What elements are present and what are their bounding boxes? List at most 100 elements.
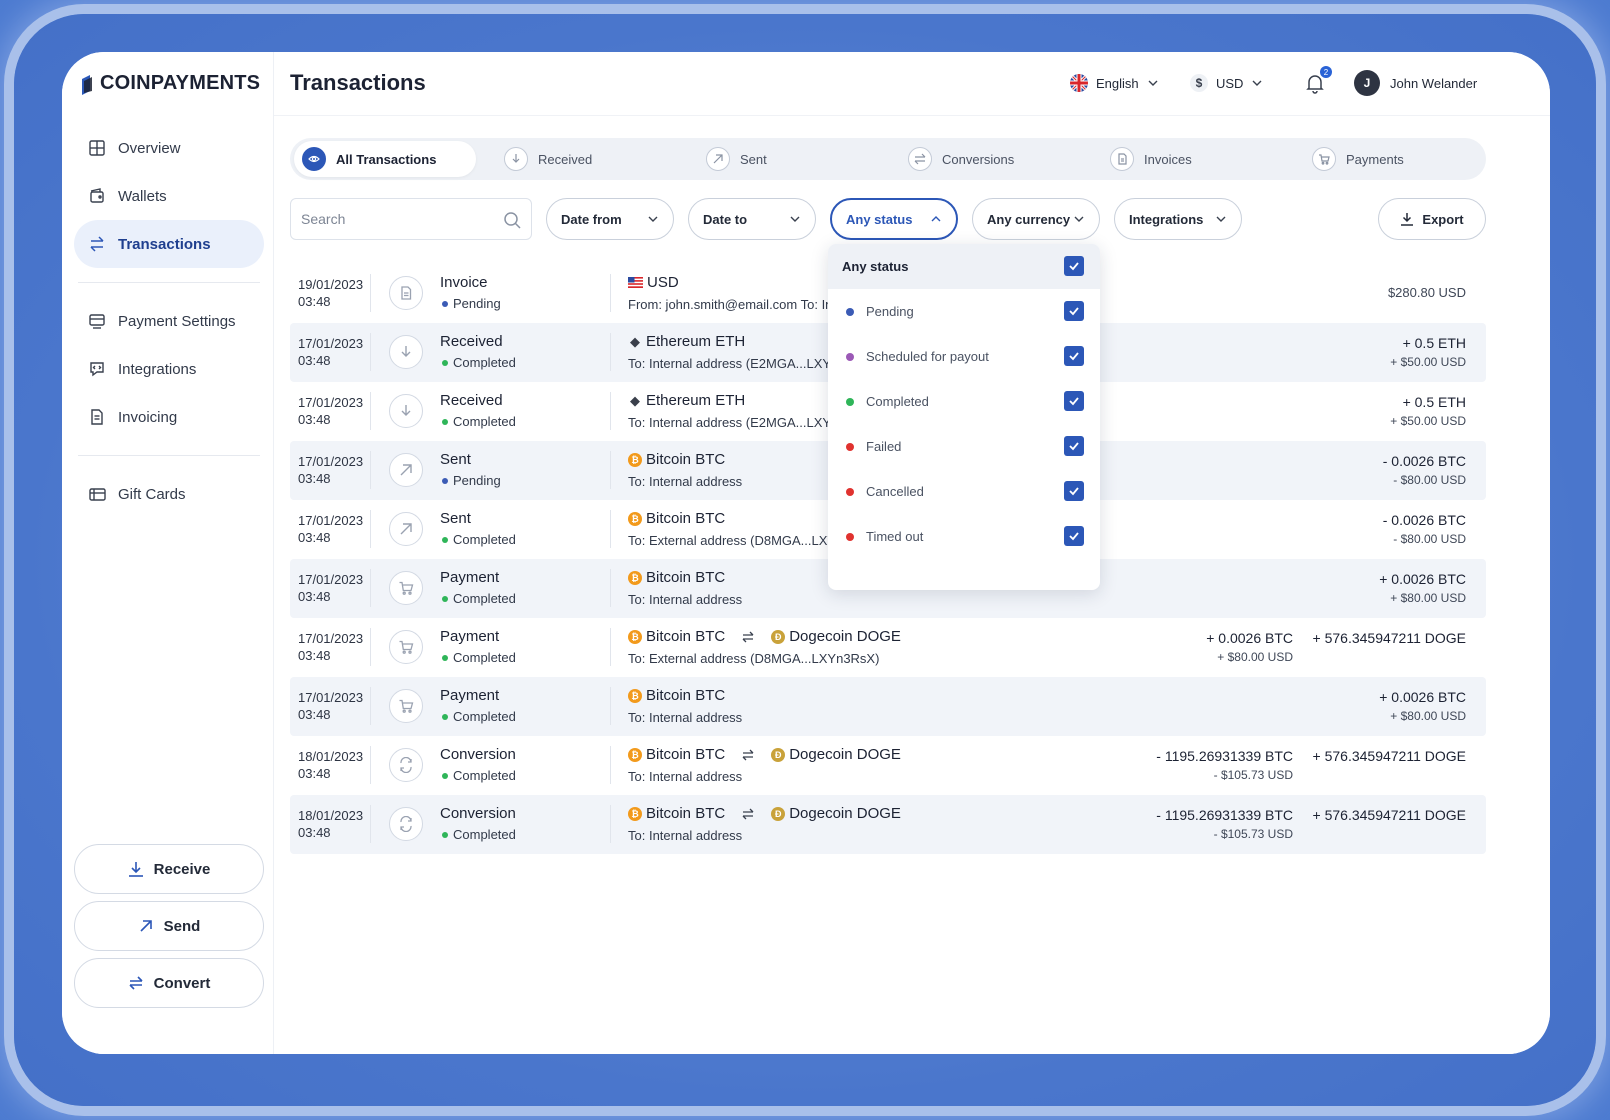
transaction-amount: + 0.5 ETH <box>1402 394 1466 410</box>
transaction-datetime: 17/01/2023 03:48 <box>298 394 363 428</box>
tab-sent[interactable]: Sent <box>698 141 775 177</box>
sidebar-item-label: Payment Settings <box>118 312 236 330</box>
transaction-currency: ₿ Bitcoin BTC Ð Dogecoin DOGE <box>628 628 901 645</box>
send-icon <box>389 453 423 487</box>
eye-icon <box>302 147 326 171</box>
status-dot <box>442 654 448 661</box>
cart-icon <box>389 571 423 605</box>
export-button[interactable]: Export <box>1378 198 1486 240</box>
checkbox-checked[interactable] <box>1064 256 1084 276</box>
sidebar-item-integrations[interactable]: Integrations <box>74 345 264 393</box>
dropdown-option-completed[interactable]: Completed <box>828 379 1100 424</box>
transaction-type: Conversion <box>440 805 516 822</box>
checkbox-checked[interactable] <box>1064 301 1084 321</box>
tab-label: Sent <box>740 151 767 167</box>
tab-conversions[interactable]: Conversions <box>900 141 1022 177</box>
status-badge: Pending <box>442 473 501 488</box>
from-currency-label: Bitcoin BTC <box>646 510 726 527</box>
bell-icon[interactable] <box>1304 72 1326 94</box>
dropdown-option-failed[interactable]: Failed <box>828 424 1100 469</box>
status-dot <box>846 532 854 541</box>
convert-button[interactable]: Convert <box>74 958 264 1008</box>
transaction-type: Payment <box>440 628 500 645</box>
tab-all-transactions[interactable]: All Transactions <box>294 141 476 177</box>
table-row[interactable]: 19/01/2023 03:48 Invoice Pending USD From: jo… <box>290 264 1486 323</box>
brand-logo[interactable]: COINPAYMENTS <box>80 72 260 95</box>
main-content: Transactions English $ USD 2 J <box>274 52 1550 1054</box>
table-row[interactable]: 18/01/2023 03:48 Conversion Completed ₿ Bitco… <box>290 736 1486 795</box>
dropdown-option-pending[interactable]: Pending <box>828 289 1100 334</box>
status-label: Completed <box>453 650 516 665</box>
receive-button[interactable]: Receive <box>74 844 264 894</box>
avatar[interactable]: J <box>1354 70 1380 96</box>
sidebar-item-transactions[interactable]: Transactions <box>74 220 264 268</box>
convert-icon <box>129 976 143 990</box>
checkbox-checked[interactable] <box>1064 481 1084 501</box>
transaction-datetime: 17/01/2023 03:48 <box>298 512 363 546</box>
checkbox-checked[interactable] <box>1064 346 1084 366</box>
table-row[interactable]: 17/01/2023 03:48 Received Completed ◆ Ethereu… <box>290 382 1486 441</box>
checkbox-checked[interactable] <box>1064 436 1084 456</box>
transaction-detail: To: Internal address <box>628 710 743 725</box>
transaction-amount: - 0.0026 BTC <box>1382 453 1466 469</box>
to-currency-label: Dogecoin DOGE <box>789 628 901 645</box>
sidebar-item-gift-cards[interactable]: Gift Cards <box>74 470 264 518</box>
bitcoin-icon: ₿ <box>628 570 642 585</box>
tab-invoices[interactable]: Invoices <box>1102 141 1200 177</box>
dropdown-option-scheduled-for-payout[interactable]: Scheduled for payout <box>828 334 1100 379</box>
status-filter[interactable]: Any status <box>830 198 958 240</box>
currency-filter[interactable]: Any currency <box>972 198 1100 240</box>
date-from-filter[interactable]: Date from <box>546 198 674 240</box>
check-icon <box>1069 442 1079 451</box>
send-icon <box>389 512 423 546</box>
column-divider <box>370 687 371 725</box>
bitcoin-icon: ₿ <box>628 806 642 821</box>
status-badge: Completed <box>442 709 516 724</box>
table-row[interactable]: 17/01/2023 03:48 Payment Completed ₿ Bitcoin … <box>290 618 1486 677</box>
sidebar-item-payment-settings[interactable]: Payment Settings <box>74 297 264 345</box>
sidebar-item-invoicing[interactable]: Invoicing <box>74 393 264 441</box>
transaction-detail: To: Internal address (E2MGA...LXYn3R <box>628 415 855 430</box>
dropdown-option-timed-out[interactable]: Timed out <box>828 514 1100 559</box>
language-label: English <box>1096 75 1139 91</box>
column-divider <box>370 274 371 312</box>
tab-payments[interactable]: Payments <box>1304 141 1412 177</box>
sidebar-item-label: Integrations <box>118 360 197 378</box>
table-row[interactable]: 17/01/2023 03:48 Payment Completed ₿ Bitcoin … <box>290 677 1486 736</box>
coinpayments-logo-icon <box>82 74 92 95</box>
dropdown-option-cancelled[interactable]: Cancelled <box>828 469 1100 514</box>
sidebar-item-wallets[interactable]: Wallets <box>74 172 264 220</box>
dropdown-option-any-status[interactable]: Any status <box>828 244 1100 289</box>
dropdown-option-label: Timed out <box>866 529 924 544</box>
cart-icon <box>389 689 423 723</box>
table-row[interactable]: 17/01/2023 03:48 Sent Completed ₿ Bitcoin BTC… <box>290 500 1486 559</box>
language-selector[interactable]: English <box>1070 74 1159 92</box>
checkbox-checked[interactable] <box>1064 526 1084 546</box>
dropdown-option-label: Any status <box>842 259 909 274</box>
status-label: Completed <box>453 768 516 783</box>
user-name[interactable]: John Welander <box>1390 76 1478 91</box>
cart-icon <box>1312 147 1336 171</box>
search-input[interactable]: Search <box>290 198 532 240</box>
table-row[interactable]: 18/01/2023 03:48 Conversion Completed ₿ Bitco… <box>290 795 1486 854</box>
send-button[interactable]: Send <box>74 901 264 951</box>
bitcoin-icon: ₿ <box>628 688 642 703</box>
checkbox-checked[interactable] <box>1064 391 1084 411</box>
settings-card-icon <box>89 314 105 329</box>
status-filter-label: Any status <box>846 211 913 227</box>
grid-icon <box>89 140 105 156</box>
tab-received[interactable]: Received <box>496 141 600 177</box>
integrations-filter[interactable]: Integrations <box>1114 198 1242 240</box>
column-divider <box>610 805 611 843</box>
column-divider <box>610 628 611 666</box>
date-to-filter[interactable]: Date to <box>688 198 816 240</box>
sidebar-item-overview[interactable]: Overview <box>74 124 264 172</box>
from-currency-label: Bitcoin BTC <box>646 569 726 586</box>
dropdown-option-label: Pending <box>866 304 914 319</box>
status-badge: Completed <box>442 827 516 842</box>
check-icon <box>1069 262 1079 271</box>
currency-selector[interactable]: $ USD <box>1190 74 1263 92</box>
sidebar-divider <box>78 282 260 283</box>
transaction-currency: ₿ Bitcoin BTC <box>628 451 725 468</box>
search-placeholder: Search <box>301 211 346 227</box>
